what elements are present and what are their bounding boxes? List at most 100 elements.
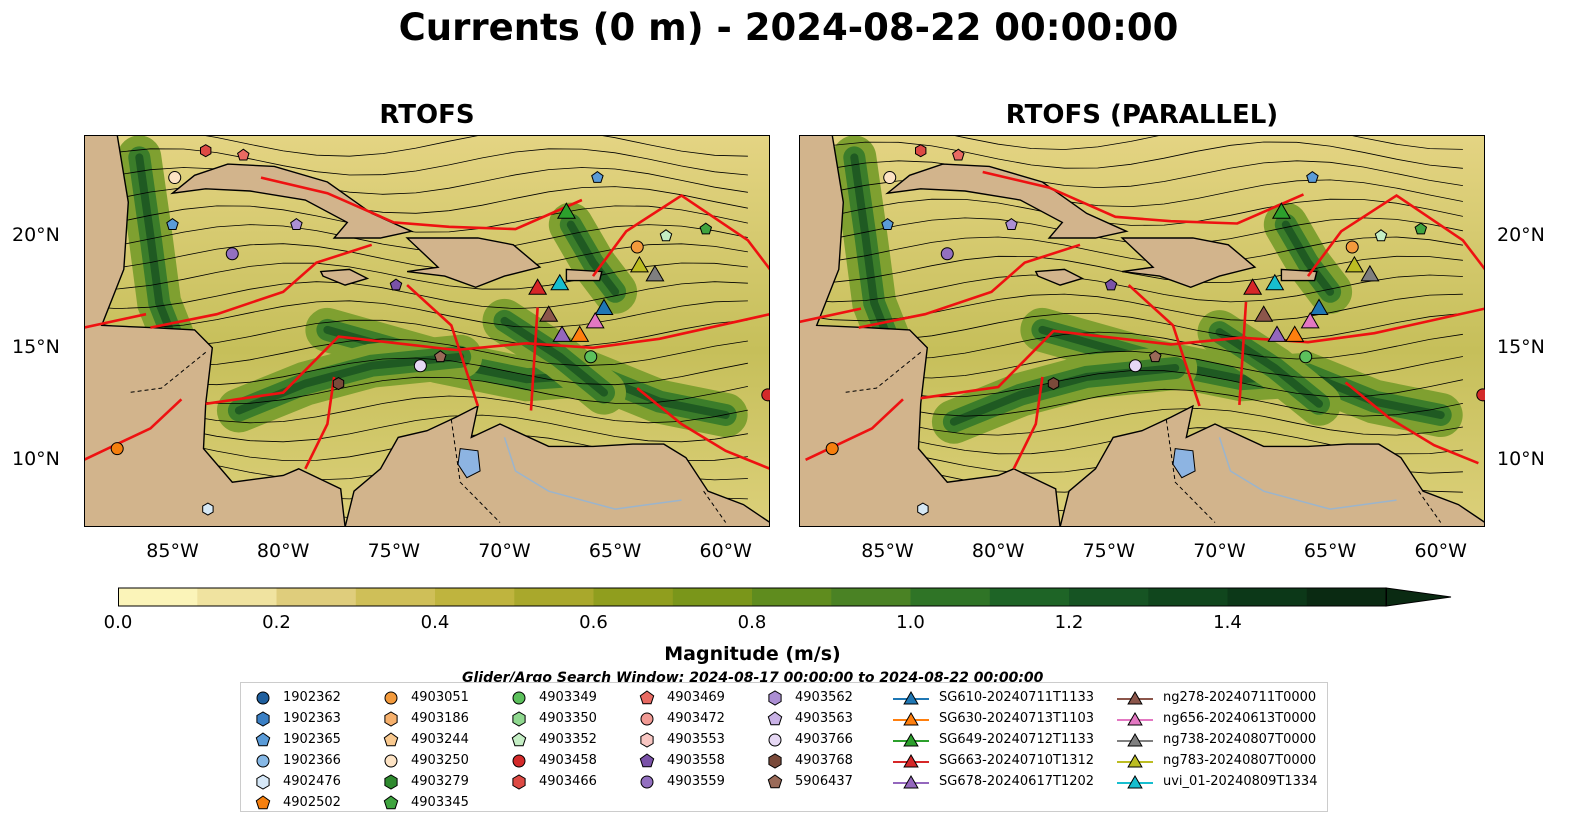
hexagon-marker-icon: [512, 710, 526, 727]
argo-float-marker: [915, 144, 927, 158]
legend-entry: 4903559: [637, 771, 725, 792]
legend-entry: ng656-20240613T0000: [1117, 708, 1317, 729]
argo-float-marker: [825, 442, 839, 456]
glider-marker: [1265, 273, 1285, 291]
legend-entry: 4903458: [509, 750, 597, 771]
triangle-marker-icon: [1117, 774, 1153, 788]
colorbar-segment: [593, 588, 674, 606]
pentagon-marker-icon: [511, 731, 527, 746]
pentagon-marker-icon: [767, 710, 783, 725]
legend-entry: 4903466: [509, 771, 597, 792]
pentagon-marker-icon: [255, 731, 271, 746]
glider-marker: [539, 305, 559, 322]
legend-label: ng656-20240613T0000: [1163, 711, 1317, 726]
hexagon-marker-icon: [384, 773, 398, 790]
glider-marker-icon: [903, 753, 919, 767]
hexagon-marker-icon: [768, 689, 782, 706]
legend-entry: uvi_01-20240809T1334: [1117, 771, 1317, 792]
hexagon-marker-icon: [384, 773, 398, 790]
glider-marker-icon: [1127, 753, 1143, 767]
legend-label: 4902502: [283, 795, 341, 810]
circle-marker-icon: [640, 775, 654, 788]
pentagon-marker-icon: [639, 752, 655, 767]
hexagon-marker-icon: [640, 731, 654, 748]
colorbar-tick-label: 0.6: [579, 612, 608, 633]
argo-float-marker: [917, 502, 929, 516]
lon-tick-label: 70°W: [478, 540, 531, 562]
legend-label: SG678-20240617T1202: [939, 774, 1095, 789]
circle-marker-icon: [384, 691, 398, 704]
argo-float-marker: [237, 148, 250, 161]
lon-tick-label: 85°W: [146, 540, 199, 562]
colorbar-segment: [672, 588, 753, 606]
legend-label: 4903768: [795, 753, 853, 768]
pentagon-marker-icon: [255, 731, 271, 746]
argo-float-marker: [389, 278, 403, 291]
glider-marker: [550, 273, 570, 291]
hexagon-marker-icon: [256, 773, 270, 790]
glider-marker-icon: [1127, 732, 1143, 746]
legend-label: ng783-20240807T0000: [1163, 753, 1317, 768]
legend-entry: 4903349: [509, 687, 597, 708]
pentagon-marker-icon: [255, 794, 271, 809]
pentagon-marker-icon: [639, 752, 655, 767]
argo-float-marker: [630, 240, 644, 254]
colorbar-segment: [910, 588, 991, 606]
legend-entry: 4903558: [637, 750, 725, 771]
pentagon-marker-icon: [383, 731, 399, 746]
legend-entry: ng278-20240711T0000: [1117, 687, 1317, 708]
legend-label: ng278-20240711T0000: [1163, 690, 1317, 705]
lon-tick-label: 65°W: [588, 540, 642, 562]
colorbar-tick-label: 0.0: [103, 612, 133, 633]
legend-entry: 4902476: [253, 771, 341, 792]
legend-entry: 4903469: [637, 687, 725, 708]
lon-tick-label: 75°W: [1082, 540, 1136, 562]
triangle-marker-icon: [893, 690, 929, 704]
pentagon-marker-icon: [767, 710, 783, 725]
colorbar-segment: [1069, 588, 1149, 606]
hexagon-marker-icon: [512, 710, 526, 727]
legend-entry: 4903563: [765, 708, 853, 729]
argo-float-marker: [584, 350, 598, 364]
pentagon-marker-icon: [255, 794, 271, 809]
argo-float-marker: [761, 388, 770, 402]
legend-column: 4903349 4903350 4903352 4903458 4903466: [509, 687, 597, 792]
argo-float-marker: [1299, 350, 1313, 364]
hexagon-marker-icon: [384, 710, 398, 727]
legend-label: 4903051: [411, 690, 469, 705]
legend-label: SG649-20240712T1133: [939, 732, 1095, 747]
colorbar-label: Magnitude (m/s): [664, 643, 841, 665]
circle-marker-icon: [640, 775, 654, 788]
argo-float-marker: [225, 247, 239, 261]
lat-tick-label-right: 20°N: [1497, 223, 1545, 246]
legend-entry: SG663-20240710T1312: [893, 750, 1094, 771]
map-panel-rtofs-parallel: [799, 135, 1485, 527]
glider-marker: [528, 278, 548, 295]
legend-label: 4903250: [411, 753, 469, 768]
triangle-marker-icon: [893, 711, 929, 725]
glider-marker: [1285, 325, 1305, 342]
argo-float-marker: [434, 350, 447, 363]
colorbar-segment: [355, 588, 436, 606]
legend-label: 1902366: [283, 753, 341, 768]
legend-column: 4903469 4903472 4903553 4903558 4903559: [637, 687, 725, 792]
colorbar-segment: [1148, 588, 1229, 606]
lon-tick-label: 80°W: [971, 540, 1025, 562]
lat-tick-label-left: 15°N: [12, 335, 60, 358]
glider-marker-icon: [903, 690, 919, 704]
glider-marker: [629, 255, 649, 273]
lat-tick-label-left: 20°N: [12, 223, 60, 246]
hexagon-marker-icon: [384, 710, 398, 727]
legend-label: 5906437: [795, 774, 853, 789]
pentagon-marker-icon: [767, 773, 783, 788]
legend-entry: 4903051: [381, 687, 469, 708]
glider-marker-icon: [903, 732, 919, 746]
legend-label: SG663-20240710T1312: [939, 753, 1095, 768]
hexagon-marker-icon: [768, 752, 782, 769]
colorbar-segment: [752, 588, 832, 606]
lon-tick-label: 75°W: [367, 540, 421, 562]
lat-tick-label-right: 15°N: [1497, 335, 1545, 358]
pentagon-marker-icon: [639, 689, 655, 704]
legend-label: 4903458: [539, 753, 597, 768]
argo-float-marker: [1476, 388, 1485, 402]
